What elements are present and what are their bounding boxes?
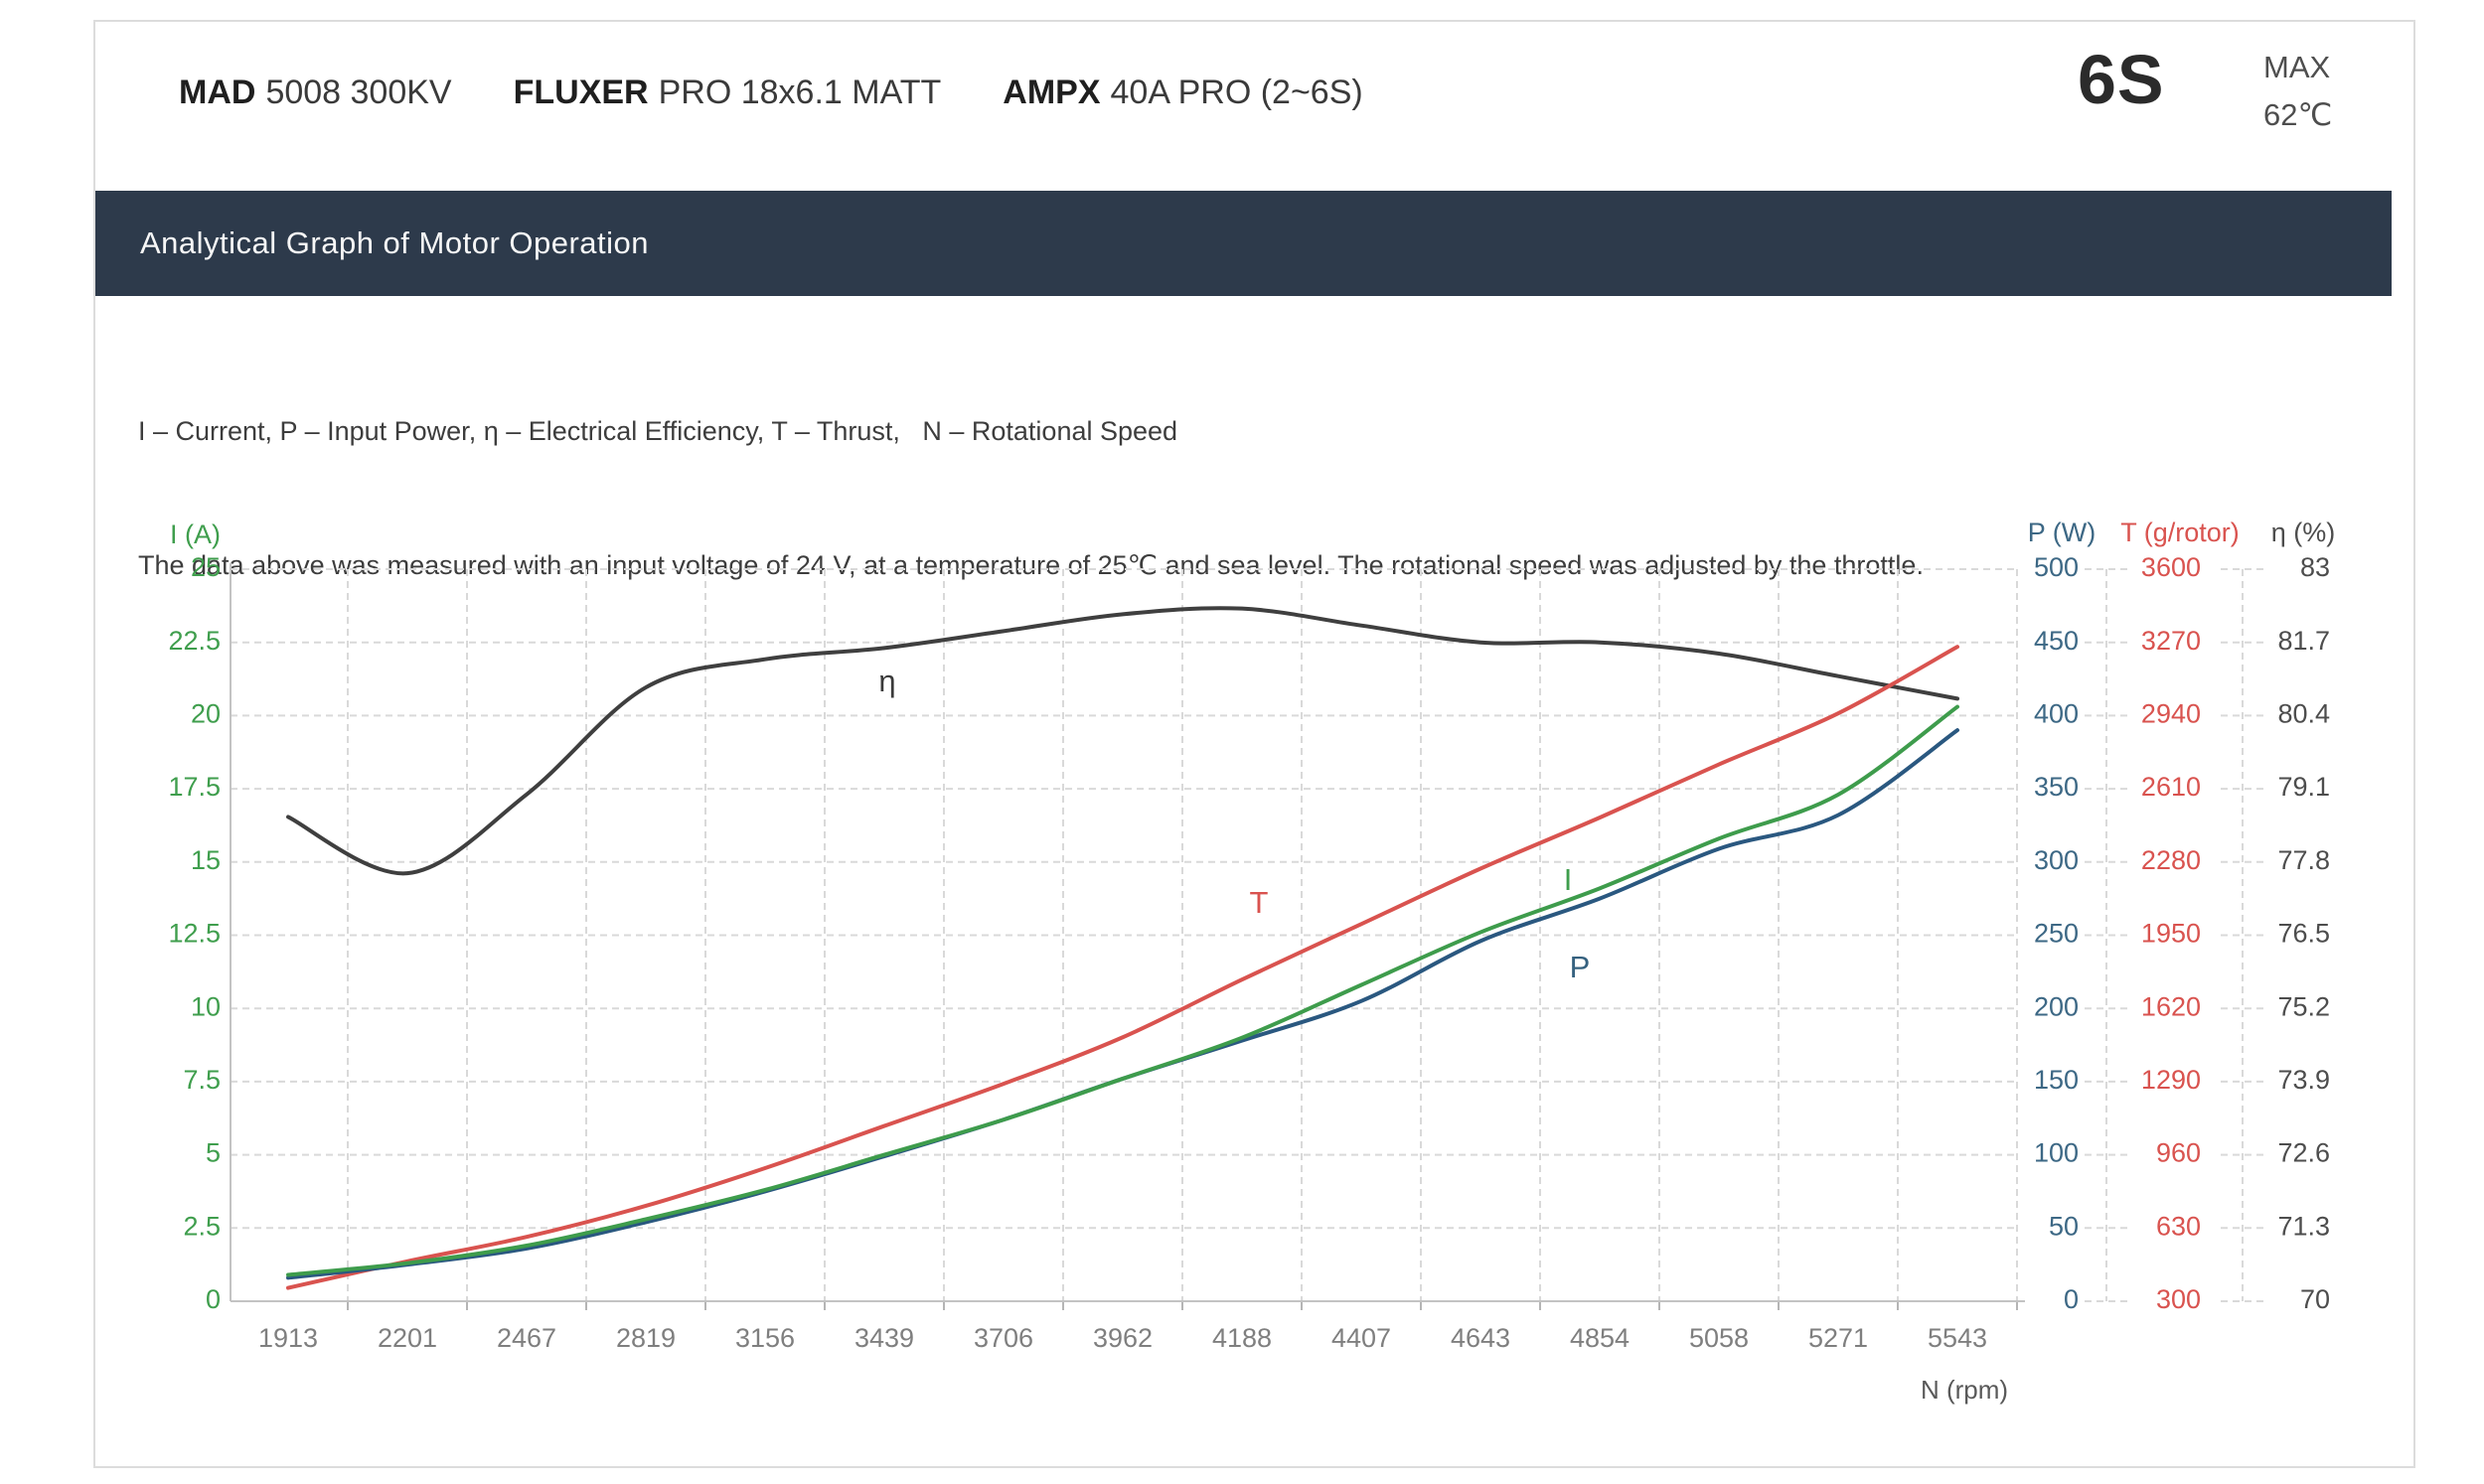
motor-brand: MAD — [179, 74, 256, 111]
propeller-brand: FLUXER — [513, 74, 649, 111]
chart-description: I – Current, P – Input Power, η – Electr… — [138, 320, 1924, 677]
motor-spec: MAD 5008 300KV — [179, 74, 452, 112]
propeller-spec: FLUXER PRO 18x6.1 MATT — [514, 74, 942, 112]
product-specs: MAD 5008 300KV FLUXER PRO 18x6.1 MATT AMPX… — [179, 74, 1363, 112]
section-title: Analytical Graph of Motor Operation — [140, 225, 650, 260]
motor-model: 5008 300KV — [265, 74, 452, 111]
battery-rating: 6S — [2078, 41, 2165, 118]
max-temp-block: MAX 62℃ — [2263, 44, 2332, 139]
esc-brand: AMPX — [1003, 74, 1101, 111]
measurement-conditions: The data above was measured with an inpu… — [138, 550, 1924, 580]
max-temp-value: 62℃ — [2263, 97, 2333, 132]
propeller-model: PRO 18x6.1 MATT — [658, 74, 942, 111]
report-card: MAD 5008 300KV FLUXER PRO 18x6.1 MATT AMPX… — [93, 20, 2415, 1468]
legend-definitions: I – Current, P – Input Power, η – Electr… — [138, 416, 1178, 446]
section-banner: Analytical Graph of Motor Operation — [95, 191, 2392, 296]
esc-model: 40A PRO (2~6S) — [1110, 74, 1363, 111]
esc-spec: AMPX 40A PRO (2~6S) — [1003, 74, 1362, 112]
max-label: MAX — [2263, 50, 2331, 84]
